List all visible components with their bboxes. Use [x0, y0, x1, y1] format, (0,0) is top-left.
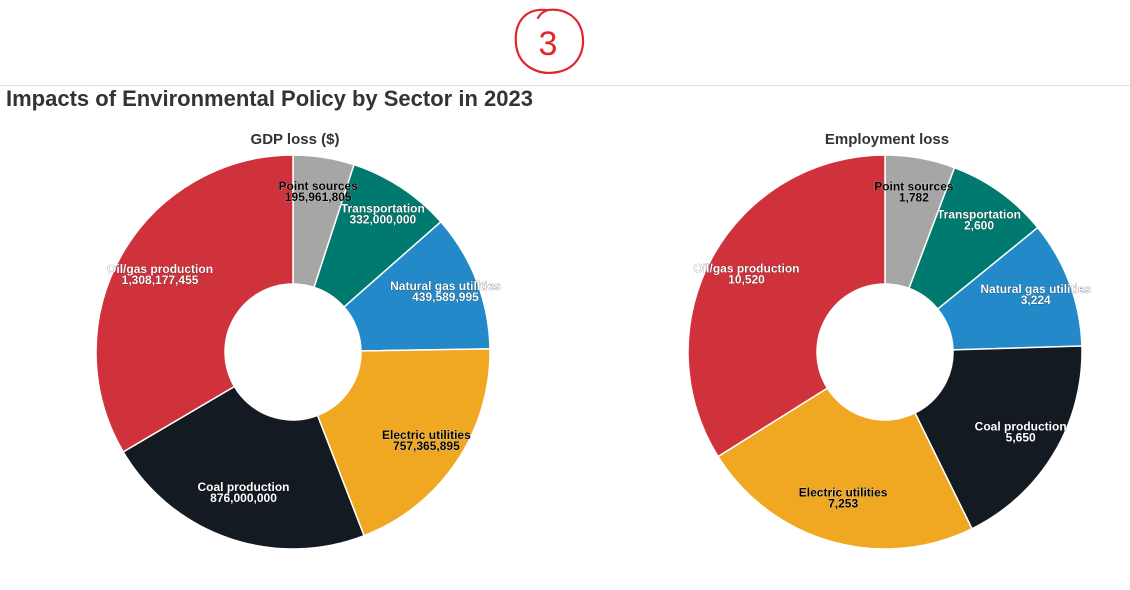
- slice-category: Point sources: [279, 179, 359, 193]
- slice-value: 195,961,805: [285, 190, 352, 204]
- slice-value: 3,224: [1021, 293, 1051, 307]
- slice-category: Oil/gas production: [107, 262, 213, 276]
- slice-category: Coal production: [975, 420, 1067, 434]
- slice-value: 332,000,000: [349, 212, 416, 226]
- slice-category: Electric utilities: [799, 485, 888, 499]
- slice-category: Oil/gas production: [694, 261, 800, 275]
- divider: [0, 85, 1130, 86]
- slice-category: Point sources: [874, 180, 954, 194]
- slice-label: Point sources 1,782: [874, 180, 954, 205]
- slice-label: Natural gas utilities 3,224: [980, 282, 1091, 307]
- slice-value: 439,589,995: [412, 290, 479, 304]
- slice-value: 2,600: [964, 218, 994, 232]
- slice-label: Natural gas utilities 439,589,995: [390, 279, 501, 304]
- slice-category: Natural gas utilities: [390, 279, 501, 293]
- chart-title: GDP loss ($): [251, 131, 340, 148]
- donut-slice[interactable]: [914, 345, 1083, 530]
- slice-category: Coal production: [198, 480, 290, 494]
- slice-value: 7,253: [828, 496, 858, 510]
- slice-label: Electric utilities 7,253: [799, 485, 888, 510]
- slice-label: Transportation 332,000,000: [341, 201, 425, 226]
- slice-category: Natural gas utilities: [980, 282, 1091, 296]
- slice-label: Coal production 5,650: [975, 420, 1067, 445]
- annotation-text: 3: [539, 25, 558, 63]
- slice-category: Electric utilities: [382, 428, 471, 442]
- slice-label: Oil/gas production 1,308,177,455: [107, 262, 213, 287]
- slice-value: 1,782: [899, 191, 929, 205]
- donut-slice[interactable]: [95, 154, 294, 453]
- slice-value: 876,000,000: [210, 491, 277, 505]
- donut-slice[interactable]: [316, 348, 491, 537]
- slice-value: 10,520: [728, 272, 765, 286]
- page-title: Impacts of Environmental Policy by Secto…: [6, 86, 533, 111]
- slice-category: Transportation: [341, 201, 425, 215]
- slice-value: 5,650: [1006, 431, 1036, 445]
- handwritten-annotation: 3: [514, 8, 585, 74]
- donut-slice[interactable]: [122, 385, 366, 550]
- slice-label: Electric utilities 757,365,895: [382, 428, 471, 453]
- donut-slice[interactable]: [342, 220, 491, 352]
- slice-value: 1,308,177,455: [122, 273, 199, 287]
- donut-slice[interactable]: [716, 387, 973, 550]
- slice-label: Point sources 195,961,805: [279, 179, 359, 204]
- slice-label: Coal production 876,000,000: [198, 480, 290, 505]
- slice-value: 757,365,895: [393, 439, 460, 453]
- slice-category: Transportation: [937, 207, 1021, 221]
- donut-slice[interactable]: [687, 154, 886, 458]
- slice-label: Oil/gas production 10,520: [694, 261, 800, 286]
- donut-chart-1: GDP loss ($) Point sources 195,961,805Tran…: [95, 131, 501, 550]
- slice-label: Transportation 2,600: [937, 207, 1021, 232]
- chart-title: Employment loss: [825, 131, 949, 148]
